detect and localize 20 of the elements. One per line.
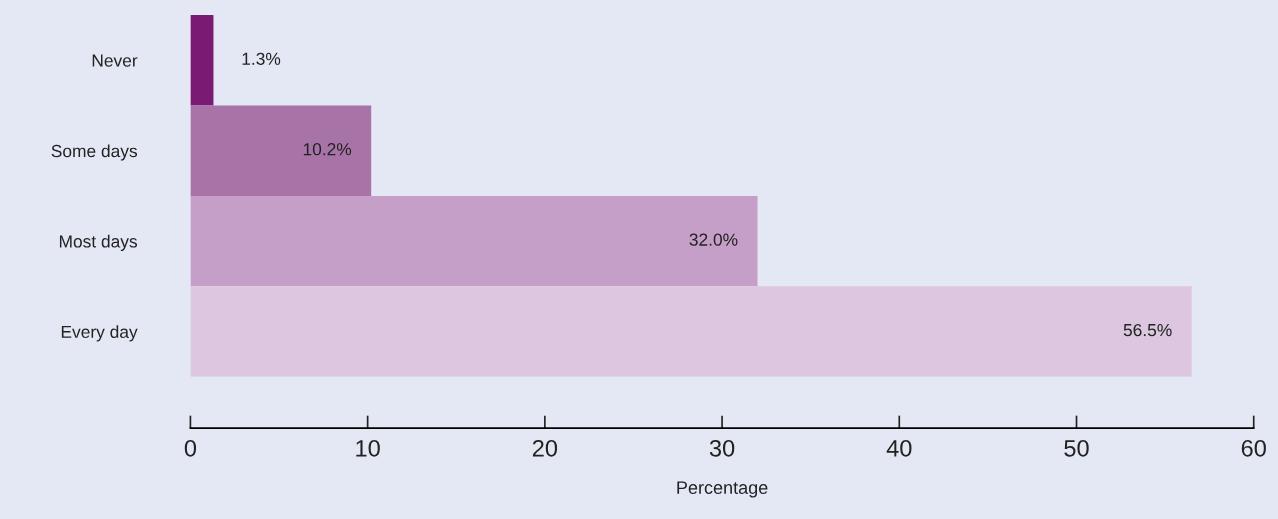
data-label: 32.0% — [689, 233, 738, 246]
x-tick-label: 10 — [356, 439, 380, 457]
data-label: 56.5% — [1123, 323, 1172, 337]
y-tick-label: Never — [92, 54, 138, 67]
y-tick-label: Every day — [61, 325, 138, 342]
x-tick-label: 60 — [1241, 439, 1266, 457]
y-tick-label: Most days — [59, 234, 138, 252]
x-axis-title: Percentage — [677, 481, 768, 498]
y-tick-label: Some days — [51, 144, 138, 161]
bar — [190, 286, 1192, 377]
bar — [190, 195, 758, 287]
x-tick-label: 0 — [184, 439, 197, 457]
data-label: 10.2% — [303, 143, 352, 156]
bar — [190, 105, 372, 196]
x-tick-label: 50 — [1064, 439, 1089, 457]
x-tick-label: 20 — [532, 439, 558, 457]
data-label: 1.3% — [242, 52, 281, 65]
x-tick-label: 30 — [709, 439, 735, 457]
x-tick-label: 40 — [886, 439, 912, 457]
bar — [190, 15, 214, 106]
